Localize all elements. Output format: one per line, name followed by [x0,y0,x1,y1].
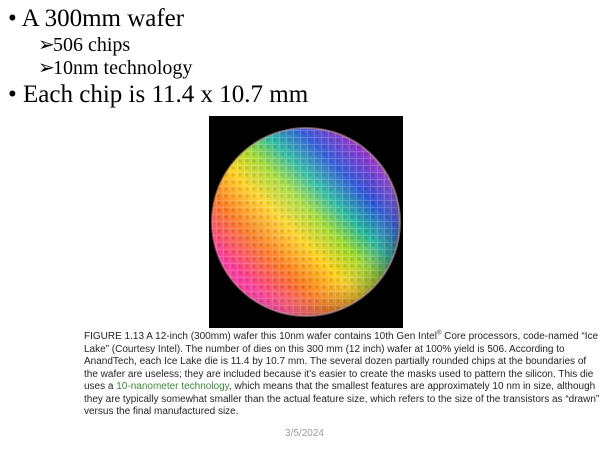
sub-bullet-chip-count: ➢506 chips [38,33,130,57]
bullet-text: A 300mm wafer [21,5,185,32]
technology-link[interactable]: 10-nanometer technology [116,381,229,392]
registered-mark: ® [436,330,442,337]
bullet-text: Each chip is 11.4 x 10.7 mm [23,81,309,108]
wafer-illustration [211,127,401,317]
wafer-image [209,116,403,328]
caption-text-part1: FIGURE 1.13 A 12-inch (300mm) wafer this… [84,331,437,342]
bullet-marker: • [8,5,17,32]
bullet-marker: • [8,81,17,108]
sub-bullet-arrow-icon: ➢ [38,34,55,56]
slide-date: 3/5/2024 [285,428,324,439]
caption-text-part3: , which means that the smallest features… [84,381,600,417]
sub-bullet-text: 10nm technology [53,57,193,79]
caption-text-part2: Core processors, code-named “Ice Lake” (… [84,331,599,392]
bullet-chip-size: • Each chip is 11.4 x 10.7 mm [8,80,308,110]
sub-bullet-technology: ➢10nm technology [38,56,192,80]
sub-bullet-text: 506 chips [53,34,131,56]
sub-bullet-arrow-icon: ➢ [38,57,55,79]
bullet-wafer-size: • A 300mm wafer [8,4,184,34]
figure-caption: FIGURE 1.13 A 12-inch (300mm) wafer this… [84,331,600,419]
